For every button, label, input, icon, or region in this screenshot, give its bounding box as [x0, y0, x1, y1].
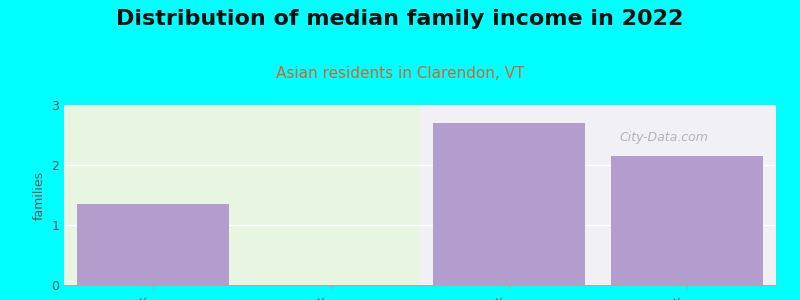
- Bar: [420, 105, 776, 285]
- Text: Asian residents in Clarendon, VT: Asian residents in Clarendon, VT: [276, 66, 524, 81]
- Y-axis label: families: families: [33, 170, 46, 220]
- Text: City-Data.com: City-Data.com: [619, 131, 708, 144]
- Bar: [611, 156, 762, 285]
- Bar: [64, 105, 420, 285]
- Text: Distribution of median family income in 2022: Distribution of median family income in …: [116, 9, 684, 29]
- Bar: [434, 123, 585, 285]
- Bar: [78, 204, 229, 285]
